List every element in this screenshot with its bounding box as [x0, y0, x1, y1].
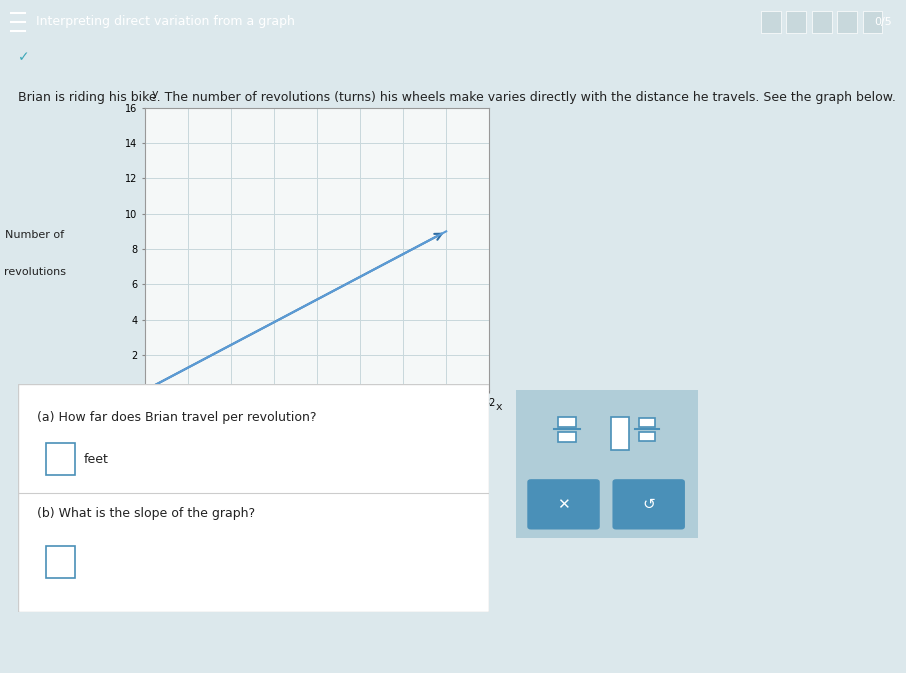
Text: Interpreting direct variation from a graph: Interpreting direct variation from a gra… [36, 15, 295, 28]
Text: x: x [496, 402, 503, 412]
FancyBboxPatch shape [786, 11, 806, 33]
FancyBboxPatch shape [761, 11, 781, 33]
Text: ↺: ↺ [642, 497, 655, 512]
FancyBboxPatch shape [612, 479, 685, 530]
FancyBboxPatch shape [18, 384, 489, 612]
Text: Number of: Number of [5, 230, 64, 240]
FancyBboxPatch shape [863, 11, 882, 33]
FancyBboxPatch shape [639, 418, 655, 427]
FancyBboxPatch shape [837, 11, 857, 33]
Text: revolutions: revolutions [4, 267, 66, 277]
Text: Distance traveled (feet): Distance traveled (feet) [251, 428, 383, 437]
Text: feet: feet [84, 453, 109, 466]
Text: ✓: ✓ [18, 50, 30, 64]
Text: 0/5: 0/5 [874, 17, 892, 27]
FancyBboxPatch shape [611, 417, 629, 450]
Text: Brian is riding his bike. The number of revolutions (turns) his wheels make vari: Brian is riding his bike. The number of … [18, 91, 896, 104]
Text: y: y [152, 90, 159, 99]
FancyBboxPatch shape [46, 443, 74, 475]
FancyBboxPatch shape [812, 11, 832, 33]
FancyBboxPatch shape [558, 417, 576, 427]
Text: ✕: ✕ [557, 497, 570, 512]
FancyBboxPatch shape [527, 479, 600, 530]
FancyBboxPatch shape [558, 432, 576, 442]
FancyBboxPatch shape [513, 388, 701, 541]
Text: (b) What is the slope of the graph?: (b) What is the slope of the graph? [37, 507, 255, 520]
FancyBboxPatch shape [639, 432, 655, 441]
Text: (a) How far does Brian travel per revolution?: (a) How far does Brian travel per revolu… [37, 411, 316, 424]
FancyBboxPatch shape [46, 546, 74, 578]
